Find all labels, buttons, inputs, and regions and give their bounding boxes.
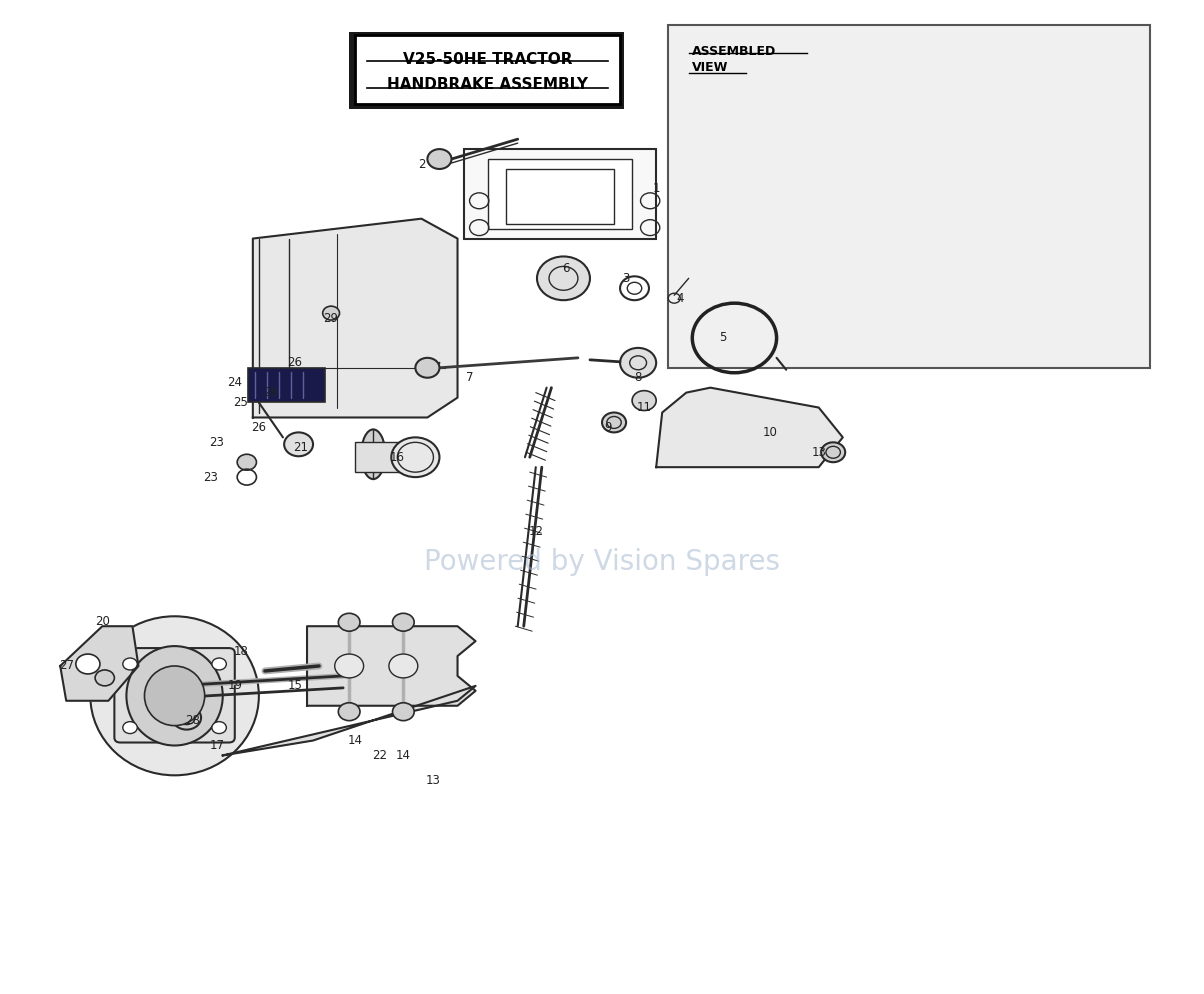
- Text: 24: 24: [228, 376, 242, 390]
- Text: 14: 14: [396, 748, 411, 762]
- Text: 19: 19: [228, 679, 242, 693]
- Circle shape: [284, 432, 313, 456]
- Circle shape: [212, 658, 226, 670]
- Circle shape: [389, 654, 418, 678]
- Text: 10: 10: [763, 425, 778, 439]
- Bar: [464, 149, 656, 239]
- Circle shape: [391, 437, 439, 477]
- Text: 13: 13: [426, 773, 441, 787]
- Polygon shape: [60, 626, 138, 701]
- Text: 2: 2: [418, 157, 425, 171]
- Text: 14: 14: [348, 734, 362, 747]
- Circle shape: [95, 670, 114, 686]
- Text: 27: 27: [59, 659, 73, 673]
- Text: 22: 22: [372, 748, 386, 762]
- Circle shape: [415, 358, 439, 378]
- Text: 26: 26: [288, 356, 302, 370]
- Ellipse shape: [361, 429, 385, 479]
- Text: 9: 9: [604, 420, 612, 434]
- Text: 28: 28: [185, 714, 200, 728]
- Text: 8: 8: [635, 371, 642, 385]
- Circle shape: [237, 454, 256, 470]
- Circle shape: [323, 306, 340, 320]
- Text: 4: 4: [677, 291, 684, 305]
- Circle shape: [123, 722, 137, 734]
- Text: Powered by Vision Spares: Powered by Vision Spares: [424, 548, 780, 576]
- Circle shape: [335, 654, 364, 678]
- Circle shape: [427, 149, 452, 169]
- Circle shape: [602, 413, 626, 432]
- Circle shape: [632, 391, 656, 411]
- Text: ASSEMBLED
VIEW: ASSEMBLED VIEW: [692, 45, 777, 74]
- Bar: [488, 159, 632, 229]
- Text: 13: 13: [811, 445, 826, 459]
- Circle shape: [620, 348, 656, 378]
- Circle shape: [338, 703, 360, 721]
- Circle shape: [76, 654, 100, 674]
- Text: HANDBRAKE ASSEMBLY: HANDBRAKE ASSEMBLY: [388, 78, 588, 92]
- Text: 6: 6: [562, 261, 569, 275]
- Text: 25: 25: [234, 396, 248, 410]
- Text: 29: 29: [324, 311, 338, 325]
- Text: 15: 15: [288, 679, 302, 693]
- Text: 16: 16: [390, 450, 405, 464]
- Polygon shape: [223, 686, 476, 755]
- Ellipse shape: [126, 646, 223, 746]
- FancyBboxPatch shape: [355, 35, 620, 104]
- Bar: [506, 169, 614, 224]
- Text: 12: 12: [529, 525, 543, 539]
- Text: 7: 7: [466, 371, 473, 385]
- Text: 21: 21: [294, 440, 308, 454]
- Circle shape: [821, 442, 845, 462]
- Circle shape: [537, 256, 590, 300]
- Circle shape: [123, 658, 137, 670]
- Bar: [355, 442, 415, 472]
- FancyBboxPatch shape: [114, 648, 235, 743]
- FancyBboxPatch shape: [248, 368, 325, 402]
- Text: 23: 23: [209, 435, 224, 449]
- Text: V25-50HE TRACTOR: V25-50HE TRACTOR: [403, 52, 572, 67]
- Circle shape: [338, 613, 360, 631]
- Text: 18: 18: [234, 644, 248, 658]
- Text: 5: 5: [719, 331, 726, 345]
- Ellipse shape: [90, 616, 259, 775]
- Circle shape: [393, 703, 414, 721]
- Text: 26: 26: [252, 420, 266, 434]
- Circle shape: [393, 613, 414, 631]
- Circle shape: [172, 706, 201, 730]
- FancyBboxPatch shape: [668, 25, 1150, 368]
- Text: 17: 17: [209, 739, 224, 752]
- Polygon shape: [307, 626, 476, 706]
- Polygon shape: [253, 219, 458, 417]
- Text: 20: 20: [95, 614, 110, 628]
- Ellipse shape: [144, 666, 205, 726]
- Text: 11: 11: [637, 401, 651, 414]
- FancyBboxPatch shape: [349, 32, 624, 109]
- Circle shape: [212, 722, 226, 734]
- Text: 3: 3: [622, 271, 630, 285]
- Text: 26: 26: [264, 386, 278, 400]
- Text: 23: 23: [203, 470, 218, 484]
- Polygon shape: [656, 388, 843, 467]
- Text: 1: 1: [653, 182, 660, 196]
